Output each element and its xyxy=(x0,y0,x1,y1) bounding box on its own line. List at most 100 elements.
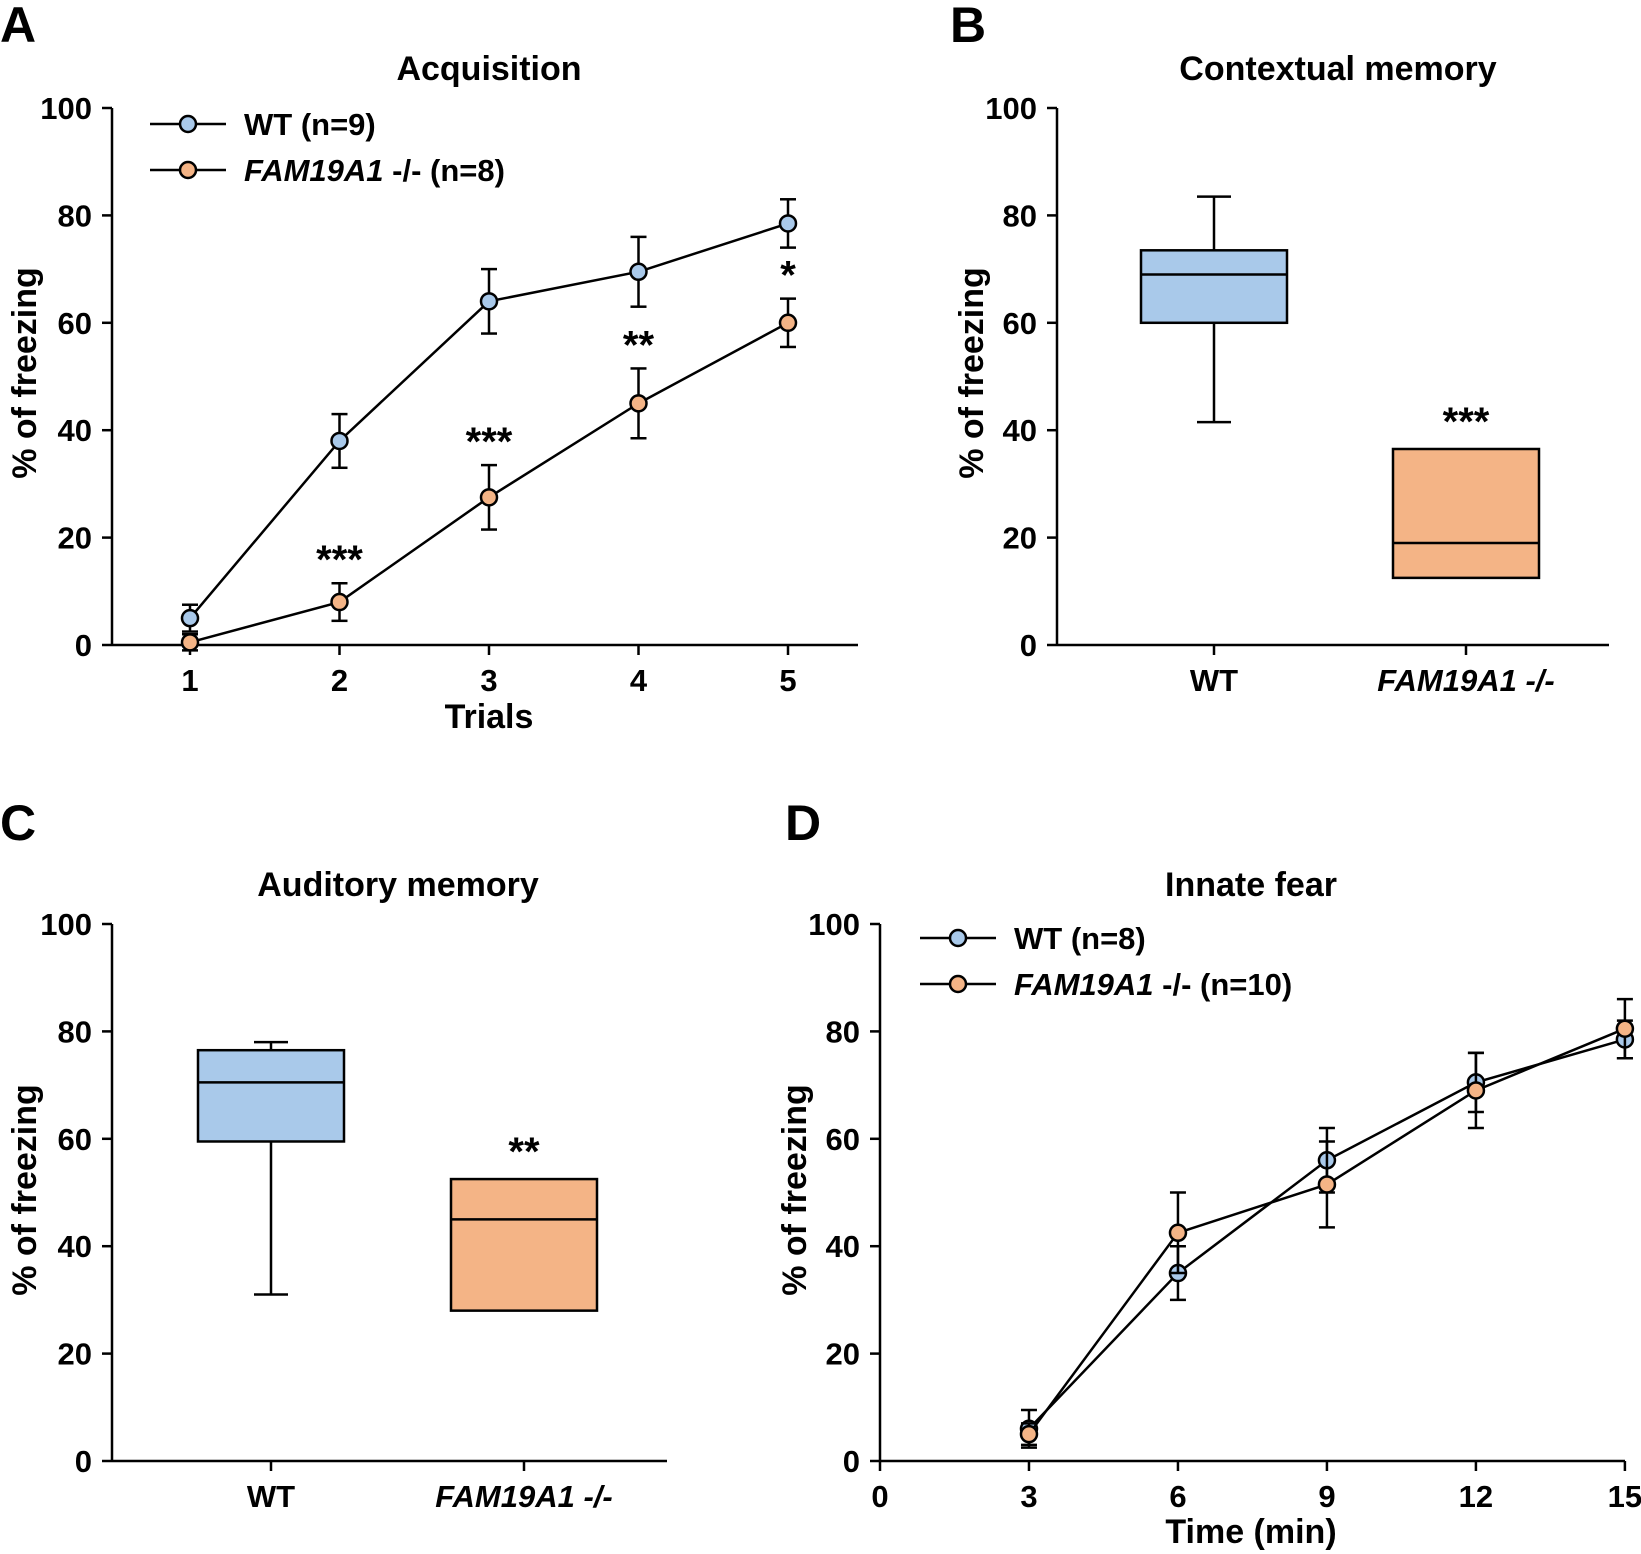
x-tick-label: 5 xyxy=(779,663,796,698)
significance-label: * xyxy=(780,254,796,298)
y-tick-label: 40 xyxy=(826,1229,860,1264)
legend-marker xyxy=(178,160,198,180)
x-tick-label: FAM19A1 -/- xyxy=(1377,663,1554,698)
x-tick-label: 3 xyxy=(1020,1479,1037,1514)
box xyxy=(1391,447,1541,580)
y-tick-label: 20 xyxy=(58,521,92,556)
y-tick-label: 0 xyxy=(75,1444,92,1479)
y-tick-label: 40 xyxy=(1003,413,1037,448)
data-point xyxy=(180,608,200,628)
box xyxy=(196,1048,346,1143)
box xyxy=(449,1177,599,1312)
data-point xyxy=(330,592,349,612)
y-tick-label: 60 xyxy=(58,306,92,341)
panel-letter-b: B xyxy=(950,0,986,53)
panel-b-contextual-memory-chart: B Contextual memory % of freezing 0 20 40 6… xyxy=(950,0,1609,698)
data-point xyxy=(479,488,499,507)
y-tick-label: 100 xyxy=(40,91,92,126)
legend-entry: WT (n=9) xyxy=(244,107,376,142)
y-tick-label: 80 xyxy=(1003,198,1037,233)
significance-label: ** xyxy=(508,1130,540,1174)
y-axis-label: % of freezing xyxy=(6,267,44,479)
panel-letter-c: C xyxy=(0,795,36,851)
y-tick-label: 0 xyxy=(75,628,92,663)
panel-a-acquisition-chart: A Acquisition % of freezing Trials 0 20 40… xyxy=(0,0,858,736)
panel-letter-d: D xyxy=(785,795,821,851)
x-tick-label: WT xyxy=(1190,663,1238,698)
legend-marker xyxy=(948,928,968,948)
x-tick-label: 6 xyxy=(1169,1479,1186,1514)
chart-title: Auditory memory xyxy=(257,866,539,904)
legend-name: WT xyxy=(244,107,301,142)
y-axis-label: % of freezing xyxy=(6,1084,44,1296)
y-tick-label: 0 xyxy=(1020,628,1037,663)
x-axis-label: Time (min) xyxy=(1165,1513,1336,1551)
x-tick-label: WT xyxy=(247,1479,295,1514)
data-point xyxy=(1168,1223,1188,1243)
legend-entry: WT (n=8) xyxy=(1014,921,1146,956)
x-tick-label: 4 xyxy=(630,663,648,698)
y-tick-label: 20 xyxy=(1003,521,1037,556)
data-point xyxy=(629,262,648,282)
y-tick-label: 20 xyxy=(58,1337,92,1372)
data-point xyxy=(479,292,499,311)
y-tick-label: 80 xyxy=(58,198,92,233)
series-line xyxy=(1028,1038,1626,1430)
data-point xyxy=(1615,1019,1635,1038)
y-tick-label: 100 xyxy=(808,907,860,942)
significance-label: ** xyxy=(623,323,655,367)
y-tick-label: 100 xyxy=(40,907,92,942)
chart-title: Contextual memory xyxy=(1179,50,1496,88)
y-tick-label: 60 xyxy=(1003,306,1037,341)
legend-name-italic: FAM19A1 xyxy=(1014,967,1162,1002)
y-axis-label: % of freezing xyxy=(953,267,991,479)
x-tick-label: 2 xyxy=(331,663,348,698)
data-point xyxy=(330,431,349,451)
data-point xyxy=(778,214,798,233)
significance-label: *** xyxy=(1443,400,1490,444)
y-tick-label: 60 xyxy=(826,1122,860,1157)
significance-label: *** xyxy=(466,420,513,464)
y-tick-label: 60 xyxy=(58,1122,92,1157)
y-tick-label: 80 xyxy=(826,1014,860,1049)
legend-name-italic: FAM19A1 xyxy=(244,153,392,188)
legend-suffix: -/- (n=8) xyxy=(392,153,505,188)
chart-title: Innate fear xyxy=(1165,866,1337,904)
box xyxy=(1139,249,1289,325)
legend-entry: FAM19A1 -/- (n=8) xyxy=(244,153,505,188)
x-tick-label: 0 xyxy=(871,1479,888,1514)
legend-suffix: (n=8) xyxy=(1071,921,1146,956)
legend-name: WT xyxy=(1014,921,1071,956)
x-tick-label: 12 xyxy=(1459,1479,1493,1514)
x-tick-label: 9 xyxy=(1318,1479,1335,1514)
chart-title: Acquisition xyxy=(396,50,581,88)
x-tick-label: 3 xyxy=(480,663,497,698)
x-axis-label: Trials xyxy=(445,698,534,736)
legend-suffix: -/- (n=10) xyxy=(1162,967,1292,1002)
data-point xyxy=(1317,1175,1337,1194)
y-axis-label: % of freezing xyxy=(776,1084,814,1296)
legend-marker xyxy=(178,114,198,134)
y-tick-label: 40 xyxy=(58,1229,92,1264)
panel-c-auditory-memory-chart: C Auditory memory % of freezing 0 20 40 60 8… xyxy=(0,795,667,1514)
data-point xyxy=(180,633,200,652)
legend-suffix: (n=9) xyxy=(301,107,376,142)
legend-entry: FAM19A1 -/- (n=10) xyxy=(1014,967,1292,1002)
y-tick-label: 40 xyxy=(58,413,92,448)
y-tick-label: 80 xyxy=(58,1014,92,1049)
series-line xyxy=(1027,1027,1626,1435)
x-tick-label: FAM19A1 -/- xyxy=(435,1479,612,1514)
x-tick-label: 1 xyxy=(181,663,198,698)
data-point xyxy=(1019,1424,1039,1444)
significance-label: *** xyxy=(316,538,363,582)
y-tick-label: 100 xyxy=(985,91,1037,126)
panel-letter-a: A xyxy=(0,0,36,53)
y-tick-label: 20 xyxy=(826,1337,860,1372)
legend-marker xyxy=(948,974,968,994)
data-point xyxy=(629,394,648,413)
panel-d-innate-fear-chart: D Innate fear % of freezing Time (min) 0… xyxy=(776,795,1641,1551)
data-point xyxy=(1466,1081,1486,1100)
y-tick-label: 0 xyxy=(843,1444,860,1479)
x-tick-label: 15 xyxy=(1608,1479,1641,1514)
